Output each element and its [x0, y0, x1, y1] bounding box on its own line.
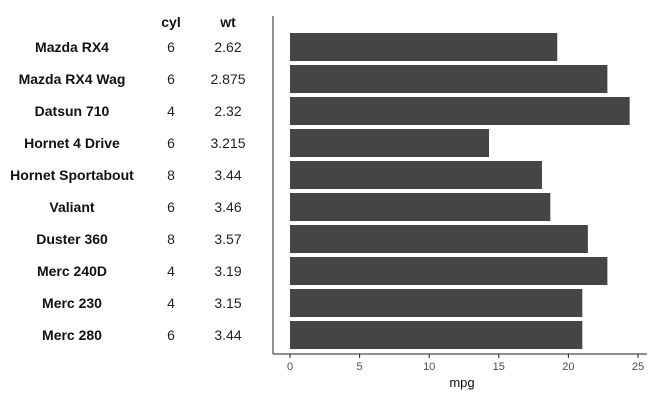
bars-layer — [290, 33, 630, 349]
cyl-cell: 6 — [167, 135, 175, 151]
wt-cell: 3.44 — [214, 327, 241, 343]
wt-cell: 3.19 — [214, 263, 241, 279]
column-header-wt: wt — [219, 14, 236, 30]
cyl-cell: 8 — [167, 167, 175, 183]
cyl-cell: 4 — [167, 103, 175, 119]
x-tick-label: 0 — [287, 361, 293, 373]
bar — [290, 257, 608, 285]
row-label: Merc 240D — [37, 263, 107, 279]
row-label: Datsun 710 — [35, 103, 110, 119]
cyl-cell: 6 — [167, 71, 175, 87]
row-label: Mazda RX4 Wag — [19, 71, 126, 87]
row-label: Valiant — [49, 199, 94, 215]
wt-cell: 2.32 — [214, 103, 241, 119]
row-label: Mazda RX4 — [35, 39, 109, 55]
bar — [290, 33, 558, 61]
x-tick-label: 25 — [632, 361, 644, 373]
row-label: Merc 230 — [42, 295, 102, 311]
cyl-cell: 8 — [167, 231, 175, 247]
x-tick-label: 20 — [562, 361, 574, 373]
bar — [290, 193, 551, 221]
wt-cell: 2.875 — [210, 71, 245, 87]
bar — [290, 129, 490, 157]
table-layer: cyl wt Mazda RX4 6 2.62 Mazda RX4 Wag 6 2.875… — [10, 14, 246, 343]
x-tick-label: 15 — [493, 361, 505, 373]
wt-cell: 3.46 — [214, 199, 241, 215]
row-label: Hornet Sportabout — [10, 167, 134, 183]
bar — [290, 65, 608, 93]
wt-cell: 2.62 — [214, 39, 241, 55]
bar — [290, 225, 588, 253]
row-label: Merc 280 — [42, 327, 102, 343]
cyl-cell: 6 — [167, 199, 175, 215]
cyl-cell: 4 — [167, 263, 175, 279]
bar — [290, 97, 630, 125]
bar — [290, 289, 583, 317]
cyl-cell: 4 — [167, 295, 175, 311]
x-tick-label: 10 — [423, 361, 435, 373]
column-header-cyl: cyl — [161, 14, 180, 30]
wt-cell: 3.15 — [214, 295, 241, 311]
bar — [290, 321, 583, 349]
wt-cell: 3.57 — [214, 231, 241, 247]
cyl-cell: 6 — [167, 39, 175, 55]
axis-layer: mpg 0 5 10 15 20 25 — [272, 16, 647, 390]
bar — [290, 161, 542, 189]
x-axis-title: mpg — [449, 375, 474, 390]
cyl-cell: 6 — [167, 327, 175, 343]
row-label: Duster 360 — [36, 231, 108, 247]
x-tick-label: 5 — [357, 361, 363, 373]
wt-cell: 3.215 — [210, 135, 245, 151]
wt-cell: 3.44 — [214, 167, 241, 183]
row-label: Hornet 4 Drive — [24, 135, 120, 151]
